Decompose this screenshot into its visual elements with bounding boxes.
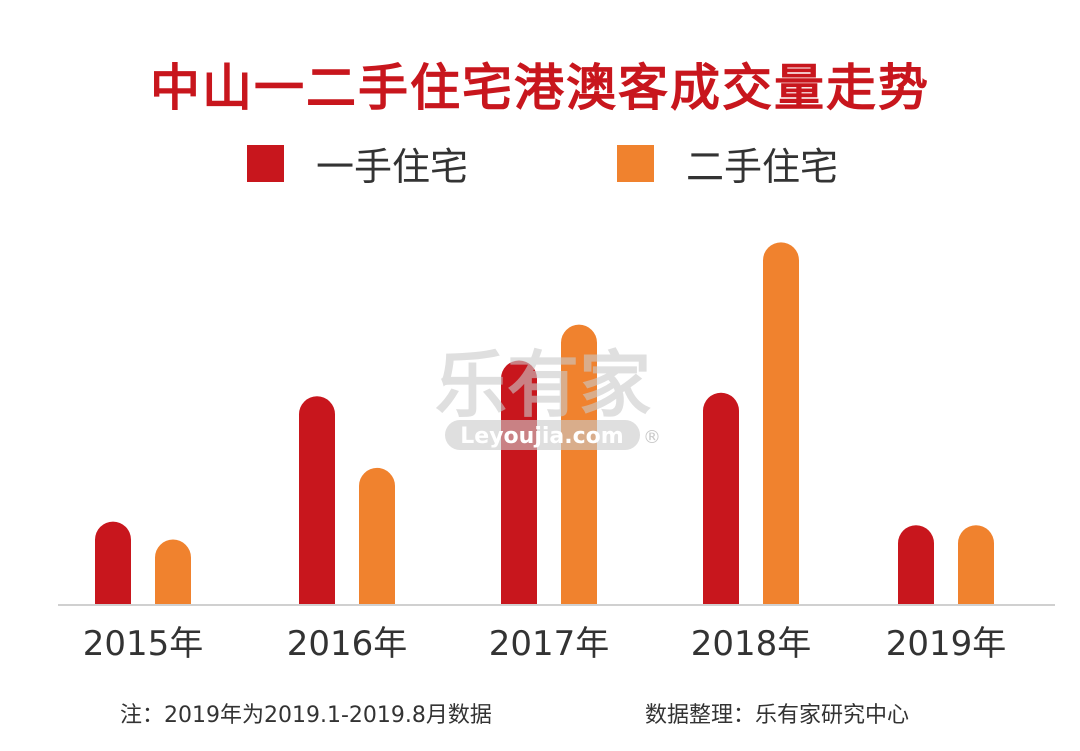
x-tick-label: 2018年 [691,624,812,664]
legend-item-resale-homes: 二手住宅 [617,138,839,189]
legend-item-new-homes: 一手住宅 [247,138,469,189]
x-tick-label: 2017年 [489,624,610,664]
bar-new-homes-2 [501,360,537,604]
bar-resale-homes-2 [561,324,597,604]
bar-resale-homes-0 [155,539,191,604]
bar-resale-homes-4 [958,525,994,604]
legend-label-resale-homes: 二手住宅 [686,144,839,189]
legend-swatch-resale-homes [617,144,654,182]
bar-new-homes-0 [95,521,131,604]
bar-new-homes-4 [898,525,934,604]
x-tick-label: 2019年 [886,624,1007,664]
bar-new-homes-3 [703,392,739,604]
footnote: 注：2019年为2019.1-2019.8月数据 [120,703,492,728]
x-tick-label: 2016年 [287,624,408,664]
legend-swatch-new-homes [247,144,284,182]
chart-legend: 一手住宅 二手住宅 [0,138,1080,189]
bar-new-homes-1 [299,396,335,604]
x-tick-label: 2015年 [83,624,204,664]
data-source: 数据整理：乐有家研究中心 [645,703,910,728]
bar-resale-homes-1 [359,467,395,604]
bar-resale-homes-3 [763,242,799,604]
legend-label-new-homes: 一手住宅 [316,144,469,189]
chart-title: 中山一二手住宅港澳客成交量走势 [150,59,930,117]
